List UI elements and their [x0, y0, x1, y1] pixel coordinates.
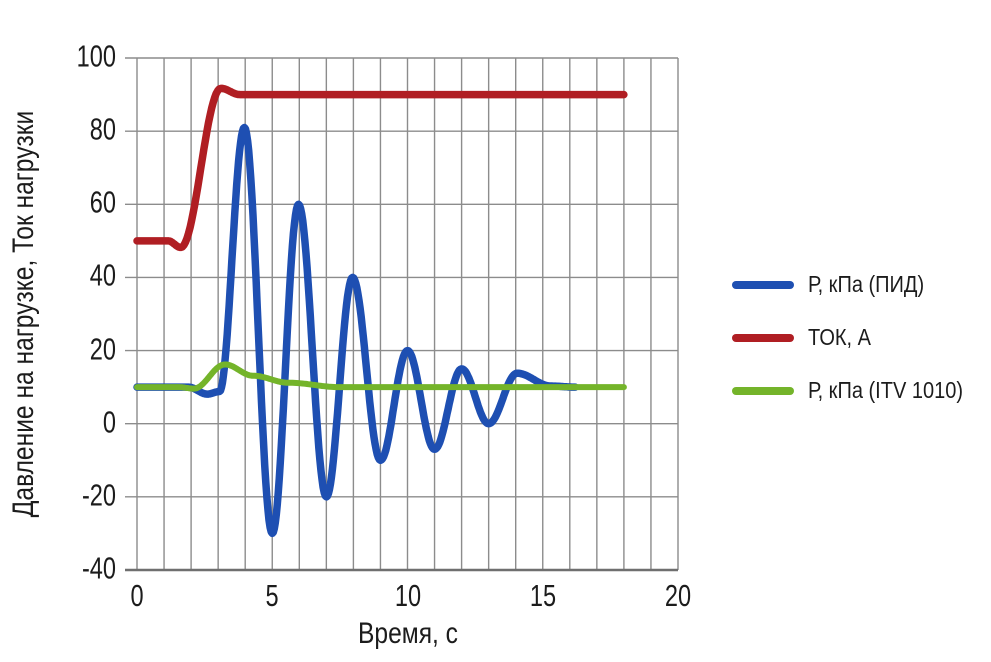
- legend-swatch: [732, 333, 794, 342]
- x-tick-label: 0: [130, 578, 144, 613]
- series-line-2: [134, 361, 627, 392]
- x-tick-label: 15: [529, 578, 556, 613]
- y-axis-title-text: Давление на нагрузке, Ток нагрузки: [7, 110, 40, 518]
- y-tick-label: 80: [89, 111, 116, 147]
- legend-label: Р, кПа (ПИД): [808, 271, 925, 297]
- legend-item-1: ТОК, А: [732, 311, 986, 364]
- series-line-0: [133, 123, 579, 538]
- y-tick-label: 100: [76, 38, 116, 74]
- y-tick-label: 60: [89, 184, 116, 220]
- y-tick-label: -20: [81, 477, 116, 513]
- x-tick-label: 5: [265, 578, 279, 613]
- y-tick-label: 40: [89, 257, 116, 293]
- y-tick-label: -40: [81, 550, 116, 586]
- y-tick-label: 0: [102, 404, 116, 440]
- legend-item-0: Р, кПа (ПИД): [732, 258, 986, 311]
- x-tick-label: 20: [664, 578, 692, 613]
- legend-label: ТОК, А: [808, 324, 872, 350]
- series-line-1: [133, 84, 628, 252]
- legend-label: Р, кПа (ITV 1010): [808, 377, 964, 403]
- legend-item-2: Р, кПа (ITV 1010): [732, 364, 986, 417]
- y-tick-label: 20: [89, 331, 116, 367]
- legend-swatch: [732, 280, 794, 289]
- grid-lines: [125, 57, 679, 571]
- legend: Р, кПа (ПИД) ТОК, А Р, кПа (ITV 1010): [732, 258, 986, 417]
- x-axis-title-text: Время, с: [358, 617, 458, 650]
- legend-swatch: [732, 386, 794, 395]
- x-tick-label: 10: [394, 578, 421, 613]
